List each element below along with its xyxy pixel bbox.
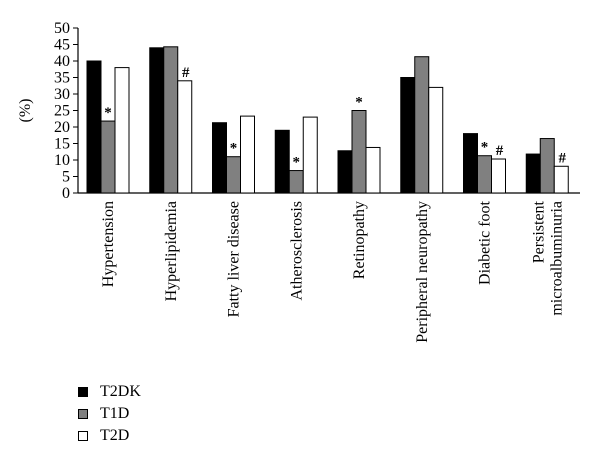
bar-t2dk bbox=[212, 122, 227, 194]
bar-t1d bbox=[477, 155, 492, 194]
significance-star: * bbox=[230, 141, 238, 157]
category-label: Hyperlipidemia bbox=[163, 201, 180, 301]
significance-star: * bbox=[481, 140, 489, 156]
bar-t2d bbox=[302, 116, 318, 194]
legend-label-t2dk: T2DK bbox=[100, 383, 141, 400]
bar-t2dk bbox=[400, 77, 416, 194]
bar-t1d bbox=[226, 156, 241, 194]
bar-t2dk bbox=[274, 129, 290, 194]
y-tick-label: 20 bbox=[54, 119, 70, 136]
category-label: Hypertension bbox=[100, 201, 117, 287]
legend-swatch-t2dk bbox=[78, 387, 88, 397]
category-labels: Hypertension Hyperlipidemia Fatty liver di… bbox=[100, 200, 565, 342]
bar-t2d bbox=[428, 86, 444, 194]
y-tick-label: 50 bbox=[54, 20, 70, 37]
bar-t2d bbox=[114, 67, 130, 194]
category-label: Atherosclerosis bbox=[288, 201, 305, 301]
category-label: Peripheral neuropathy bbox=[414, 201, 431, 343]
legend-label-t2d: T2D bbox=[100, 427, 130, 444]
category-label: Retinopathy bbox=[351, 201, 368, 279]
bars bbox=[86, 46, 569, 194]
bar-t2dk bbox=[525, 153, 541, 194]
bar-t1d bbox=[351, 110, 367, 194]
bar-t2d bbox=[553, 165, 569, 194]
y-tick-label: 45 bbox=[54, 37, 70, 54]
significance-marks: * # * * * * # # bbox=[104, 65, 566, 171]
bar-t2d bbox=[177, 80, 193, 194]
y-tick-label: 30 bbox=[54, 86, 70, 103]
bar-t2d bbox=[491, 158, 506, 194]
category-label: Persistent bbox=[530, 200, 547, 263]
legend-swatch-t2d bbox=[78, 431, 88, 441]
category-label: microalbuminuria bbox=[548, 201, 565, 316]
y-tick-label: 40 bbox=[54, 53, 70, 70]
y-tick-label: 35 bbox=[54, 70, 70, 87]
y-tick-label: 15 bbox=[54, 136, 70, 153]
significance-star: * bbox=[355, 95, 363, 111]
significance-star: * bbox=[104, 105, 112, 121]
legend-item-t1d: T1D bbox=[78, 403, 141, 425]
legend-item-t2dk: T2DK bbox=[78, 381, 141, 403]
legend-swatch-t1d bbox=[78, 409, 88, 419]
significance-star: * bbox=[293, 155, 301, 171]
y-tick-label: 0 bbox=[62, 185, 70, 202]
significance-hash: # bbox=[182, 65, 190, 81]
significance-hash: # bbox=[496, 143, 504, 159]
bar-t2dk bbox=[86, 60, 102, 194]
bar-t2dk bbox=[463, 133, 478, 194]
category-label: Fatty liver disease bbox=[226, 201, 243, 317]
legend-item-t2d: T2D bbox=[78, 425, 141, 447]
bar-t1d bbox=[288, 170, 304, 194]
bar-t1d bbox=[414, 56, 430, 194]
bar-t2d bbox=[365, 146, 381, 194]
y-tick-label: 25 bbox=[54, 103, 70, 120]
bar-t2dk bbox=[149, 47, 165, 194]
bar-t1d bbox=[163, 46, 179, 194]
bar-t1d bbox=[100, 120, 116, 194]
bar-t2d bbox=[240, 115, 255, 194]
category-label: Diabetic foot bbox=[477, 200, 494, 285]
y-tick-label: 10 bbox=[54, 152, 70, 169]
legend-label-t1d: T1D bbox=[100, 405, 130, 422]
bar-t2dk bbox=[337, 150, 353, 194]
legend: T2DK T1D T2D bbox=[78, 381, 141, 447]
bar-t1d bbox=[539, 138, 555, 194]
y-tick-label: 5 bbox=[62, 169, 70, 186]
y-axis-label: (%) bbox=[17, 99, 34, 123]
significance-hash: # bbox=[559, 150, 567, 166]
